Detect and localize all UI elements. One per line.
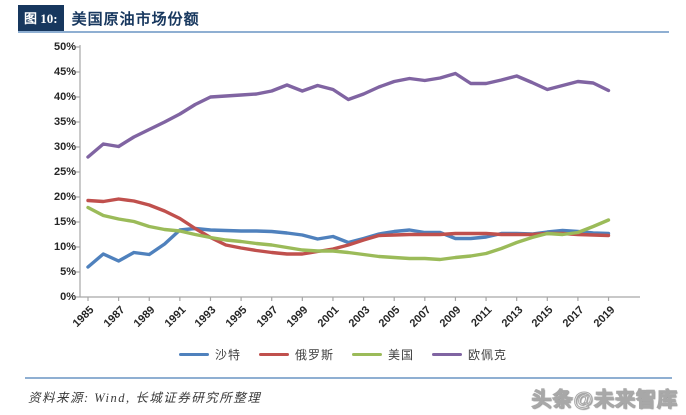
figure-header: 图 10: 美国原油市场份额 xyxy=(18,5,200,31)
legend-line-swatch xyxy=(178,353,209,356)
figure-title: 美国原油市场份额 xyxy=(71,11,200,28)
legend-label: 沙特 xyxy=(214,348,241,362)
legend-line-swatch xyxy=(258,353,289,356)
y-axis-tick-label: 25% xyxy=(53,166,76,178)
y-axis-tick-label: 45% xyxy=(53,66,76,78)
legend-line-swatch xyxy=(352,353,382,356)
legend-label: 俄罗斯 xyxy=(294,348,334,362)
series-line-欧佩克 xyxy=(86,71,611,159)
legend-item: 欧佩克 xyxy=(432,346,507,363)
line-chart: 0% 5% 10% 15% 20% 25% 30% 35% 40% 45% 50% 1985 1987 1… xyxy=(53,41,640,330)
figure-number-badge: 图 10: xyxy=(18,5,64,31)
y-axis-tick-label: 35% xyxy=(53,116,76,128)
y-axis-tick-label: 30% xyxy=(53,141,76,153)
legend-label: 欧佩克 xyxy=(468,348,508,362)
y-axis-tick-label: 20% xyxy=(53,191,76,203)
y-axis-tick-label: 5% xyxy=(60,266,76,278)
y-axis-tick-label: 15% xyxy=(53,216,76,228)
legend-item: 沙特 xyxy=(178,346,241,363)
legend-item: 俄罗斯 xyxy=(258,346,334,363)
chart-legend: 沙特 俄罗斯 美国 欧佩克 xyxy=(0,346,686,363)
y-axis-tick-label: 40% xyxy=(53,91,76,103)
y-axis-tick-label: 10% xyxy=(53,241,76,253)
legend-item: 美国 xyxy=(352,346,414,363)
legend-line-swatch xyxy=(432,353,463,356)
watermark: 头条@未来智库 xyxy=(531,389,678,412)
series-line-美国 xyxy=(86,205,611,262)
chart-canvas xyxy=(76,45,640,301)
y-axis-tick-label: 0% xyxy=(60,291,76,303)
legend-label: 美国 xyxy=(388,348,415,362)
footer-divider xyxy=(25,377,672,379)
series-line-俄罗斯 xyxy=(86,197,611,256)
source-note: 资料来源: Wind, 长城证券研究所整理 xyxy=(28,391,262,405)
header-divider xyxy=(18,31,669,33)
y-axis-tick-label: 50% xyxy=(53,41,76,53)
